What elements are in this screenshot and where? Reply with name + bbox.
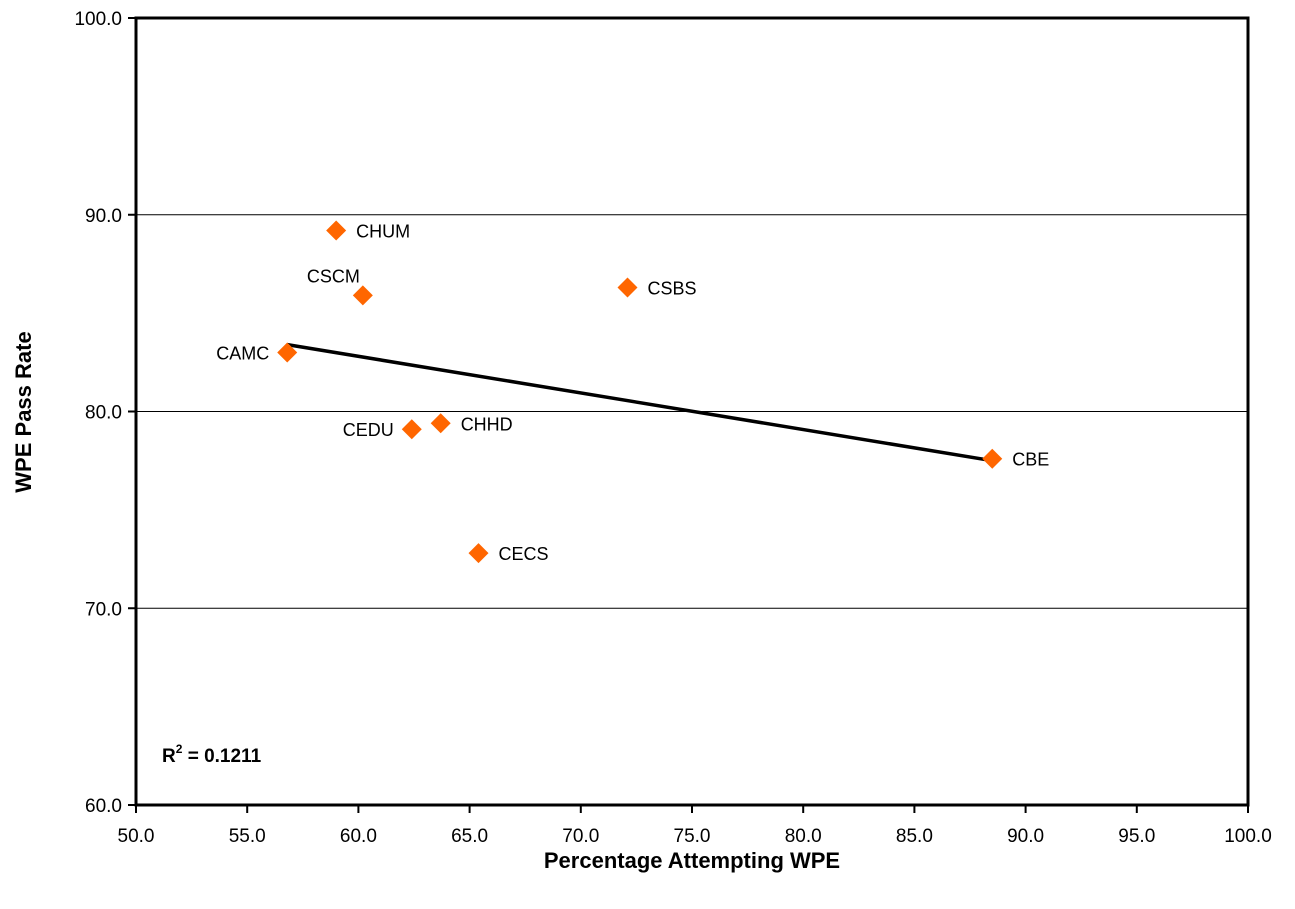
trendline-layer	[286, 342, 993, 463]
point-marker	[982, 448, 1003, 469]
r-squared-annotation: R2 = 0.1211	[162, 742, 262, 767]
point-marker	[326, 220, 347, 241]
x-tick-label: 75.0	[674, 826, 711, 847]
x-tick-label: 90.0	[1007, 826, 1044, 847]
y-tick-label: 90.0	[85, 206, 122, 227]
point-label: CAMC	[216, 343, 269, 363]
point-marker	[401, 419, 422, 440]
x-axis-ticks: 50.0 55.0 60.0 65.0 70.0 75.0 80.0 85.0 90.0 95.0…	[118, 805, 1272, 847]
x-tick-label: 95.0	[1118, 826, 1155, 847]
point-label: CEDU	[343, 420, 394, 440]
point-labels: CHUM CSCM CSBS CAMC CEDU CHHD CBE CECS	[216, 221, 1049, 564]
point-marker	[430, 413, 451, 434]
point-label: CSCM	[307, 266, 360, 286]
trendline	[286, 342, 993, 463]
x-tick-label: 60.0	[340, 826, 377, 847]
x-tick-label: 80.0	[785, 826, 822, 847]
x-tick-label: 55.0	[229, 826, 266, 847]
y-tick-label: 60.0	[85, 796, 122, 817]
x-tick-label: 70.0	[562, 826, 599, 847]
point-label: CHUM	[356, 221, 410, 241]
y-axis-title: WPE Pass Rate	[11, 331, 36, 492]
x-tick-label: 50.0	[118, 826, 155, 847]
point-marker	[352, 285, 373, 306]
y-tick-label: 80.0	[85, 403, 122, 424]
point-label: CECS	[498, 544, 548, 564]
x-axis-title: Percentage Attempting WPE	[544, 848, 840, 873]
x-tick-label: 100.0	[1224, 826, 1272, 847]
data-points	[277, 220, 1003, 564]
x-tick-label: 65.0	[451, 826, 488, 847]
point-marker	[468, 543, 489, 564]
point-label: CBE	[1012, 450, 1049, 470]
point-marker	[617, 277, 638, 298]
r-squared-value: 0.1211	[204, 746, 261, 767]
point-label: CHHD	[461, 414, 513, 434]
point-label: CSBS	[648, 279, 697, 299]
point-marker	[277, 342, 298, 363]
y-tick-label: 70.0	[85, 599, 122, 620]
x-tick-label: 85.0	[896, 826, 933, 847]
y-tick-label: 100.0	[74, 9, 122, 30]
y-axis-ticks: 60.0 70.0 80.0 90.0 100.0	[74, 9, 136, 817]
